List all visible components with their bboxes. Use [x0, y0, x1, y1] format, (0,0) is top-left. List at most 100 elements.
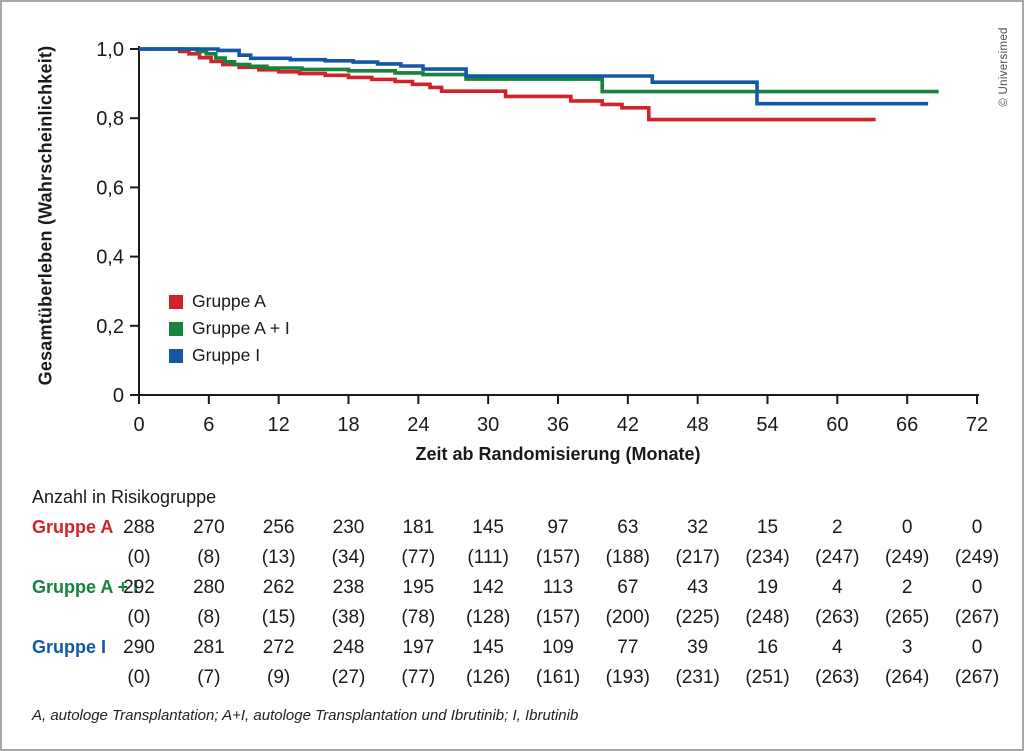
risk-censored-cell: (7) [197, 667, 221, 688]
y-tick-label: 1,0 [96, 39, 124, 61]
risk-count-cell: 2 [901, 577, 913, 598]
x-tick-label: 60 [826, 414, 848, 436]
y-tick-label: 0,2 [96, 316, 124, 338]
series-curve-gruppe-i [139, 47, 929, 106]
series-curve-gruppe-a-i [139, 47, 939, 94]
risk-censored-cell: (161) [535, 667, 581, 688]
risk-censored-cell: (249) [954, 547, 1000, 568]
risk-censored-cell: (263) [815, 607, 860, 628]
risk-censored-cell: (77) [401, 667, 436, 688]
risk-row-label: Gruppe I [32, 637, 107, 657]
risk-count-cell: 288 [123, 517, 155, 538]
risk-censored-cell: (27) [331, 667, 366, 688]
risk-censored-cell: (264) [884, 667, 930, 688]
footnote: A, autologe Transplantation; A+I, autolo… [32, 707, 579, 724]
risk-censored-cell: (111) [467, 547, 509, 568]
risk-count-cell: 3 [901, 637, 913, 658]
risk-censored-cell: (8) [197, 547, 221, 568]
risk-censored-cell: (13) [261, 547, 296, 568]
risk-censored-cell: (9) [267, 667, 291, 688]
risk-count-cell: 0 [971, 577, 983, 598]
copyright-text: © Universimed [998, 27, 1010, 107]
legend-swatch-icon [169, 321, 183, 336]
y-tick-label: 0 [113, 385, 124, 407]
risk-censored-cell: (77) [401, 547, 436, 568]
risk-count-cell: 270 [192, 517, 225, 538]
risk-censored-cell: (188) [605, 547, 650, 568]
risk-count-cell: 43 [687, 577, 709, 598]
legend: Gruppe A Gruppe A + I Gruppe I [169, 291, 290, 372]
x-tick-label: 72 [966, 414, 988, 436]
risk-censored-cell: (0) [127, 547, 151, 568]
x-axis-title: Zeit ab Randomisierung (Monate) [415, 444, 701, 464]
risk-censored-cell: (217) [675, 547, 720, 568]
risk-censored-cell: (78) [401, 607, 436, 628]
risk-count-cell: 97 [547, 517, 569, 538]
legend-item: Gruppe A [169, 291, 290, 312]
risk-censored-cell: (34) [331, 547, 366, 568]
legend-item: Gruppe I [169, 345, 290, 366]
risk-count-cell: 262 [262, 577, 295, 598]
x-tick-label: 36 [547, 414, 569, 436]
risk-count-cell: 67 [617, 577, 639, 598]
x-tick-label: 42 [617, 414, 639, 436]
risk-count-cell: 145 [472, 637, 504, 658]
x-tick-label: 48 [687, 414, 709, 436]
legend-swatch-icon [169, 348, 183, 363]
x-tick-label: 54 [756, 414, 778, 436]
risk-censored-cell: (193) [605, 667, 650, 688]
risk-censored-cell: (8) [197, 607, 221, 628]
risk-censored-cell: (247) [815, 547, 860, 568]
x-tick-label: 18 [337, 414, 359, 436]
y-tick-label: 0,4 [96, 247, 124, 269]
risk-count-cell: 181 [402, 517, 435, 538]
risk-count-cell: 63 [617, 517, 639, 538]
risk-count-cell: 145 [472, 517, 504, 538]
risk-count-cell: 77 [617, 637, 639, 658]
risk-censored-cell: (251) [745, 667, 790, 688]
legend-label: Gruppe A [192, 291, 266, 311]
legend-label: Gruppe A + I [192, 318, 290, 338]
risk-count-cell: 292 [123, 577, 155, 598]
risk-count-cell: 142 [472, 577, 504, 598]
risk-censored-cell: (15) [261, 607, 296, 628]
risk-censored-cell: (157) [535, 547, 581, 568]
risk-count-cell: 15 [756, 517, 779, 538]
risk-count-cell: 281 [192, 637, 225, 658]
risk-count-cell: 0 [901, 517, 913, 538]
x-tick-label: 30 [477, 414, 499, 436]
risk-count-cell: 113 [542, 577, 574, 598]
risk-censored-cell: (248) [745, 607, 790, 628]
risk-count-cell: 0 [971, 637, 983, 658]
risk-censored-cell: (0) [127, 667, 151, 688]
risk-censored-cell: (200) [605, 607, 650, 628]
x-tick-label: 24 [407, 414, 429, 436]
x-tick-label: 0 [133, 414, 144, 436]
y-tick-label: 0,6 [96, 177, 124, 199]
x-tick-label: 12 [268, 414, 290, 436]
legend-swatch-icon [169, 294, 183, 309]
risk-censored-cell: (267) [954, 607, 1000, 628]
risk-row-label: Gruppe A [32, 517, 114, 537]
risk-count-cell: 19 [756, 577, 779, 598]
risk-count-cell: 16 [756, 637, 779, 658]
risk-censored-cell: (263) [815, 667, 860, 688]
risk-count-cell: 248 [332, 637, 365, 658]
risk-count-cell: 230 [332, 517, 365, 538]
risk-row-label: Gruppe A + I [32, 577, 139, 597]
risk-censored-cell: (0) [127, 607, 151, 628]
risk-count-cell: 39 [687, 637, 709, 658]
risk-censored-cell: (225) [675, 607, 720, 628]
y-tick-label: 0,8 [96, 108, 124, 130]
risk-table-title: Anzahl in Risikogruppe [32, 487, 217, 507]
survival-chart: 1,0 0,8 0,6 0,4 0,2 00 6 12 18 24 30 36 42 48 54 60 66 72 [96, 39, 988, 436]
series-curve-gruppe-a [139, 47, 876, 122]
risk-censored-cell: (38) [331, 607, 366, 628]
risk-count-cell: 272 [262, 637, 295, 658]
risk-censored-cell: (249) [884, 547, 930, 568]
legend-label: Gruppe I [192, 345, 261, 365]
risk-count-cell: 280 [192, 577, 225, 598]
risk-count-cell: 238 [332, 577, 365, 598]
risk-censored-cell: (234) [745, 547, 790, 568]
